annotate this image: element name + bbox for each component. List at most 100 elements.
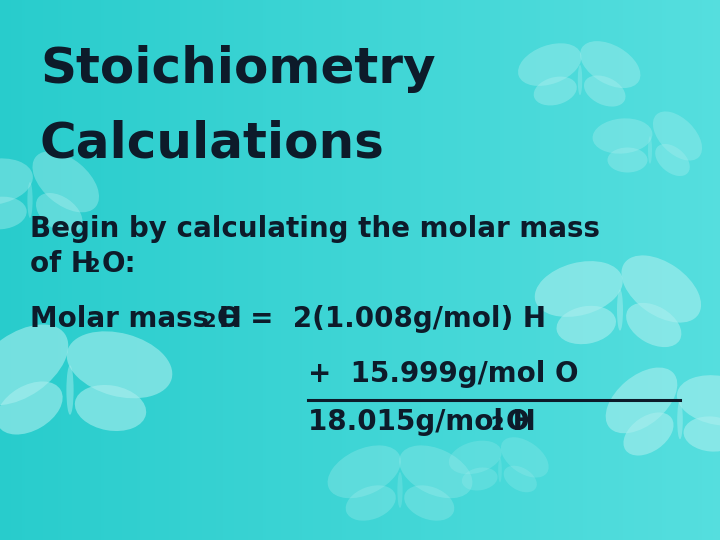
Bar [144,0,148,540]
Bar [558,0,562,540]
Bar [108,0,112,540]
Ellipse shape [501,437,549,477]
Bar [634,0,638,540]
Bar [493,0,498,540]
Bar [79,0,84,540]
Bar [22,0,26,540]
Bar [407,0,411,540]
Ellipse shape [36,193,83,233]
Ellipse shape [593,118,652,153]
Bar [349,0,354,540]
Ellipse shape [577,65,582,95]
Bar [227,0,231,540]
Bar [367,0,372,540]
Ellipse shape [32,151,99,212]
Bar [515,0,519,540]
Bar [652,0,656,540]
Bar [259,0,264,540]
Bar [4,0,8,540]
Bar [346,0,350,540]
Bar [248,0,253,540]
Bar [212,0,217,540]
Bar [238,0,242,540]
Bar [29,0,33,540]
Bar [670,0,674,540]
Bar [122,0,127,540]
Bar [7,0,12,540]
Bar [688,0,692,540]
Bar [209,0,213,540]
Ellipse shape [624,413,673,456]
Bar [673,0,678,540]
Bar [533,0,537,540]
Ellipse shape [617,289,623,330]
Bar [328,0,332,540]
Bar [464,0,469,540]
Bar [223,0,228,540]
Bar [184,0,188,540]
Bar [662,0,667,540]
Bar [338,0,343,540]
Bar [450,0,454,540]
Bar [266,0,271,540]
Bar [612,0,616,540]
Bar [292,0,296,540]
Bar [216,0,220,540]
Bar [511,0,516,540]
Ellipse shape [621,255,701,322]
Bar [446,0,451,540]
Text: 2: 2 [202,312,215,331]
Ellipse shape [498,457,502,482]
Bar [220,0,224,540]
Bar [97,0,102,540]
Bar [684,0,688,540]
Ellipse shape [0,381,63,435]
Bar [317,0,321,540]
Bar [194,0,199,540]
Bar [284,0,289,540]
Bar [605,0,609,540]
Bar [637,0,642,540]
Bar [241,0,246,540]
Ellipse shape [328,446,401,498]
Bar [65,0,69,540]
Bar [551,0,555,540]
Bar [680,0,685,540]
Bar [475,0,480,540]
Ellipse shape [66,365,73,415]
Bar [421,0,426,540]
Ellipse shape [0,325,68,405]
Bar [18,0,22,540]
Ellipse shape [683,416,720,451]
Bar [61,0,66,540]
Bar [140,0,145,540]
Bar [619,0,624,540]
Bar [0,0,4,540]
Bar [263,0,267,540]
Bar [396,0,400,540]
Bar [716,0,720,540]
Bar [137,0,141,540]
Ellipse shape [626,303,681,347]
Bar [173,0,177,540]
Bar [522,0,526,540]
Bar [180,0,184,540]
Bar [112,0,116,540]
Bar [490,0,494,540]
Ellipse shape [462,468,498,490]
Bar [641,0,645,540]
Bar [176,0,181,540]
Bar [378,0,382,540]
Bar [655,0,660,540]
Bar [115,0,120,540]
Bar [677,0,681,540]
Bar [162,0,166,540]
Bar [40,0,44,540]
Ellipse shape [678,401,683,439]
Ellipse shape [653,111,702,160]
Bar [702,0,706,540]
Bar [245,0,249,540]
Bar [252,0,256,540]
Bar [277,0,282,540]
Bar [504,0,508,540]
